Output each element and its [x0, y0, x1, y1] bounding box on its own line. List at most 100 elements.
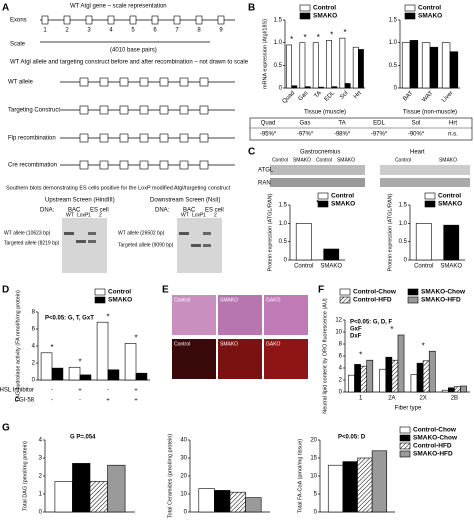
bar	[371, 450, 388, 513]
annotation: P<0.05: G, D, F	[350, 320, 393, 326]
row-label: Cre recombination	[8, 163, 57, 169]
significance: *	[134, 334, 137, 343]
panel-label: F	[318, 285, 324, 296]
legend-swatch	[404, 4, 416, 12]
table-cell: n.s.	[448, 132, 458, 138]
legend-label: Control	[331, 193, 354, 200]
x-tick-label: Quad	[282, 90, 297, 105]
y-tick-label: 0	[32, 378, 36, 384]
bar	[366, 359, 374, 393]
exon-box	[159, 105, 169, 115]
y-tick-label: 0	[394, 86, 398, 92]
y-axis-label: Total FA-CoA (pmol/mg tissue)	[297, 439, 303, 513]
y-tick-label: 10	[310, 474, 317, 480]
lane-label: WT	[66, 212, 74, 218]
y-tick-label: 15	[310, 456, 317, 462]
exon-number: 7	[175, 28, 179, 34]
exon-number: 1	[43, 28, 47, 34]
x-tick-label: Hrt	[353, 90, 363, 100]
y-tick-label: 1.0	[274, 40, 283, 46]
significance: *	[330, 31, 333, 40]
bar	[286, 44, 292, 89]
significance: *	[303, 33, 306, 42]
exon-box	[79, 160, 89, 170]
bar	[214, 490, 231, 513]
bar	[441, 42, 451, 89]
x-tick-label: BAT	[402, 90, 414, 102]
y-tick-label: 0	[314, 510, 318, 516]
bar	[429, 46, 439, 89]
bar	[198, 488, 215, 513]
x-tick-label: WAT	[421, 90, 434, 103]
y-tick-label: 1.0	[389, 40, 398, 46]
significance: *	[343, 28, 346, 37]
exon-box	[99, 105, 109, 115]
exon-box	[139, 133, 149, 143]
bar	[299, 42, 306, 89]
row-label: Flp recombination	[8, 136, 56, 142]
significance: *	[359, 350, 362, 359]
legend-label: SMAKO	[313, 13, 337, 20]
band-label: Targeted allele (8219 bp)	[4, 240, 60, 246]
exon-number: 2	[65, 28, 69, 34]
legend-swatch	[407, 296, 419, 304]
scale-note: (4010 base pairs)	[110, 48, 157, 54]
x-tick-label: Liver	[441, 90, 454, 103]
bar	[318, 86, 324, 89]
tissue-label: Heart	[410, 150, 425, 156]
lane-label: Control	[316, 157, 332, 163]
bar	[323, 248, 340, 261]
y-tick-label: 4	[39, 438, 43, 444]
legend-label: Control	[438, 193, 461, 200]
bar	[410, 374, 418, 393]
lane-label: WT	[181, 212, 189, 218]
x-tick-label: SMAKO	[440, 264, 462, 270]
row-label: Targeting Construct	[8, 108, 60, 114]
exon-box	[99, 133, 109, 143]
significance: *	[422, 341, 425, 350]
legend-swatch	[339, 288, 351, 296]
y-tick-label: 20	[180, 474, 187, 480]
legend-label: SMAKO-Chow	[421, 289, 466, 296]
blot-image	[380, 178, 470, 187]
exon-number: 8	[197, 28, 201, 34]
y-tick-label: 0	[39, 510, 43, 516]
gene-diagram: WT Atgl gene – scale representation Exon…	[6, 4, 249, 273]
protein-label: ATGL	[258, 168, 274, 174]
exon-box	[79, 77, 89, 87]
bar	[454, 386, 461, 393]
legend-label: SMAKO	[438, 201, 462, 208]
bar	[291, 85, 298, 89]
condition-label: HSL Inhibitor	[0, 388, 34, 394]
significance: *	[317, 33, 320, 42]
exon-box	[119, 105, 129, 115]
lane-label: SMAKO	[439, 157, 457, 163]
row-label: Exons	[10, 18, 27, 24]
lane-header: ES cell	[90, 208, 109, 214]
lane-label: 2	[214, 212, 217, 218]
x-tick-label: 2X	[419, 396, 426, 402]
bar	[391, 359, 399, 393]
y-tick-label: 1.0	[279, 221, 288, 227]
annotation: GxF	[350, 327, 362, 333]
legend-label: Control-HFD	[353, 297, 392, 304]
exon-box	[179, 77, 189, 87]
x-tick-label: 1	[359, 396, 363, 402]
legend-label: Control-Chow	[413, 427, 457, 434]
band-label: WT allele (10623 bp)	[4, 230, 51, 236]
bar	[107, 369, 120, 381]
condition-sign: +	[134, 398, 138, 404]
exon-number: 4	[109, 28, 113, 34]
y-tick-label: 1	[39, 492, 43, 498]
exon	[107, 15, 115, 25]
condition-sign: -	[51, 388, 53, 394]
significance: *	[50, 343, 53, 352]
bar	[358, 49, 364, 89]
condition-sign: -	[51, 398, 53, 404]
y-tick-label: 30	[180, 456, 187, 462]
diagram-title: WT Atgl gene – scale representation	[70, 4, 167, 10]
exon	[41, 15, 49, 25]
significance: *	[78, 357, 81, 366]
legend-swatch	[317, 192, 329, 200]
exon-box	[199, 133, 209, 143]
